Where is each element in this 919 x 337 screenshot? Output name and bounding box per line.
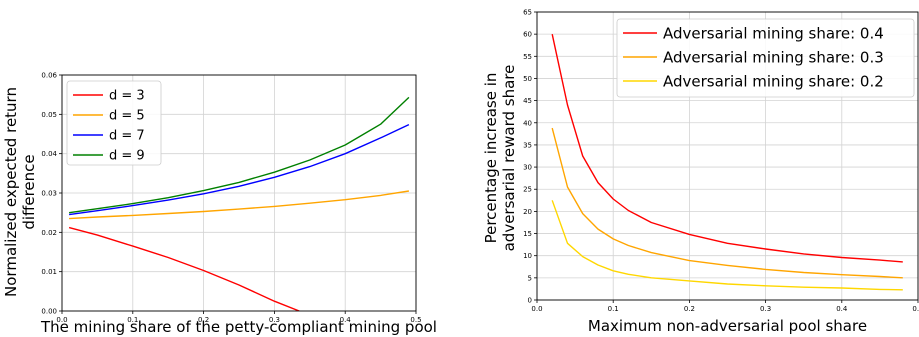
legend-label-1: d = 3 (109, 89, 145, 104)
y-tick-label: 50 (523, 75, 532, 83)
legend-label-3: d = 7 (109, 129, 145, 144)
x-tick-label: 0.5 (912, 305, 919, 313)
y-axis-label-line-2: adversarial reward share (500, 65, 518, 252)
y-tick-label: 45 (523, 97, 532, 105)
x-tick-label: 0.0 (56, 316, 67, 324)
legend-label-2: d = 5 (109, 109, 145, 124)
y-tick-label: 65 (523, 9, 532, 17)
x-tick-label: 0.2 (198, 316, 209, 324)
x-axis-label: Maximum non-adversarial pool share (588, 317, 867, 335)
y-tick-label: 0.04 (41, 150, 57, 158)
y-tick-label: 0.00 (41, 308, 57, 316)
x-tick-label: 0.0 (531, 305, 542, 313)
y-tick-label: 55 (523, 53, 532, 61)
legend-label-3: Adversarial mining share: 0.2 (663, 72, 884, 90)
legend-label-1: Adversarial mining share: 0.4 (663, 24, 884, 42)
y-tick-label: 0.02 (41, 229, 57, 237)
plot-frame (536, 11, 919, 301)
y-tick-label: 20 (523, 208, 532, 216)
series-line-1 (68, 226, 300, 311)
chart-reward-share-increase: 0.0 0.1 0.2 0.3 0.4 0.5 0 5 10 15 20 25 30 35 40 45 50 55… (482, 9, 919, 336)
series-line-4 (69, 96, 410, 214)
y-tick-label: 15 (523, 230, 532, 238)
x-axis-label: The mining share of the petty-compliant … (40, 318, 437, 336)
y-axis-label-line-2: difference (20, 154, 38, 229)
series-line-3 (551, 200, 903, 291)
x-tick-label: 0.4 (836, 305, 848, 313)
y-tick-label: 35 (523, 141, 532, 149)
x-tick-label: 0.3 (760, 305, 771, 313)
chart-return-difference: 0.0 0.1 0.2 0.3 0.4 0.5 0.00 0.01 0.02 0.03 0.04 0.… (2, 72, 437, 337)
y-axis-label-line-1: Percentage increase in (482, 73, 500, 244)
legend-label-2: Adversarial mining share: 0.3 (663, 48, 884, 66)
y-tick-label: 5 (528, 274, 532, 282)
series-line-2 (551, 127, 903, 279)
x-tick-label: 0.1 (608, 305, 619, 313)
y-tick-label: 0.01 (41, 268, 57, 276)
y-tick-label: 25 (523, 186, 532, 194)
legend-label-4: d = 9 (109, 149, 145, 164)
x-tick-label: 0.1 (127, 316, 138, 324)
x-tick-label: 0.2 (684, 305, 695, 313)
plot-frame (61, 74, 417, 312)
y-tick-label: 0.05 (41, 111, 57, 119)
x-tick-label: 0.3 (269, 316, 280, 324)
y-tick-label: 30 (523, 164, 532, 172)
y-tick-label: 10 (523, 252, 532, 260)
y-tick-label: 0.03 (41, 190, 57, 198)
series-line-1 (551, 34, 903, 263)
y-tick-label: 60 (523, 31, 532, 39)
y-tick-label: 0.06 (41, 72, 57, 80)
x-tick-label: 0.5 (410, 316, 421, 324)
x-tick-label: 0.4 (340, 316, 352, 324)
y-tick-label: 40 (523, 119, 532, 127)
legend-box (66, 80, 162, 166)
series-line-3 (69, 123, 410, 216)
y-axis-label-line-1: Normalized expected return (2, 87, 20, 297)
series-line-2 (69, 190, 410, 220)
legend-box (616, 18, 915, 98)
y-tick-label: 0 (528, 297, 532, 305)
